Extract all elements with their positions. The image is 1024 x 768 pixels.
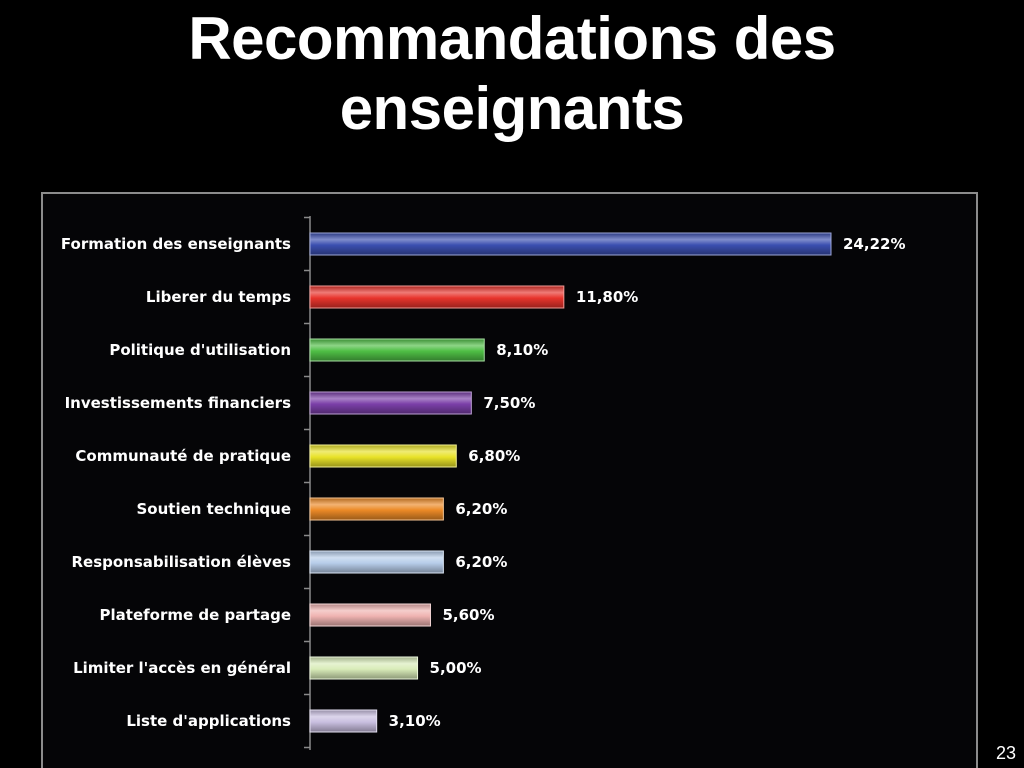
bar-chart: Formation des enseignants 24,22% Liberer d…	[41, 192, 978, 768]
bar	[309, 603, 431, 627]
bar	[309, 656, 419, 680]
category-label: Communauté de pratique	[75, 447, 291, 465]
category-label: Formation des enseignants	[61, 235, 291, 253]
value-label: 11,80%	[576, 288, 638, 306]
bar	[309, 709, 378, 733]
value-label: 8,10%	[496, 341, 548, 359]
bar	[309, 550, 444, 574]
value-label: 5,60%	[442, 606, 494, 624]
category-label: Plateforme de partage	[100, 606, 291, 624]
bar-chart-canvas: Formation des enseignants 24,22% Liberer d…	[61, 216, 905, 750]
slide-title-line-1: Recommandations des	[188, 5, 836, 72]
category-label: Limiter l'accès en général	[73, 659, 291, 677]
bar	[309, 391, 472, 415]
bar	[309, 338, 485, 362]
category-label: Liberer du temps	[146, 288, 291, 306]
category-label: Soutien technique	[137, 500, 292, 518]
bar	[309, 285, 565, 309]
value-label: 5,00%	[430, 659, 482, 677]
bar	[309, 444, 457, 468]
value-label: 3,10%	[389, 712, 441, 730]
bar	[309, 232, 832, 256]
page-number: 23	[995, 743, 1016, 763]
value-label: 6,20%	[455, 553, 507, 571]
category-label: Politique d'utilisation	[109, 341, 291, 359]
bar	[309, 497, 444, 521]
slide-title: Recommandations des enseignants	[0, 4, 1024, 144]
category-label: Responsabilisation élèves	[71, 553, 291, 571]
value-label: 6,20%	[455, 500, 507, 518]
slide-title-line-2: enseignants	[339, 75, 685, 142]
value-label: 24,22%	[843, 235, 905, 253]
value-label: 6,80%	[468, 447, 520, 465]
category-label: Liste d'applications	[126, 712, 291, 730]
value-label: 7,50%	[483, 394, 535, 412]
category-label: Investissements financiers	[65, 394, 291, 412]
